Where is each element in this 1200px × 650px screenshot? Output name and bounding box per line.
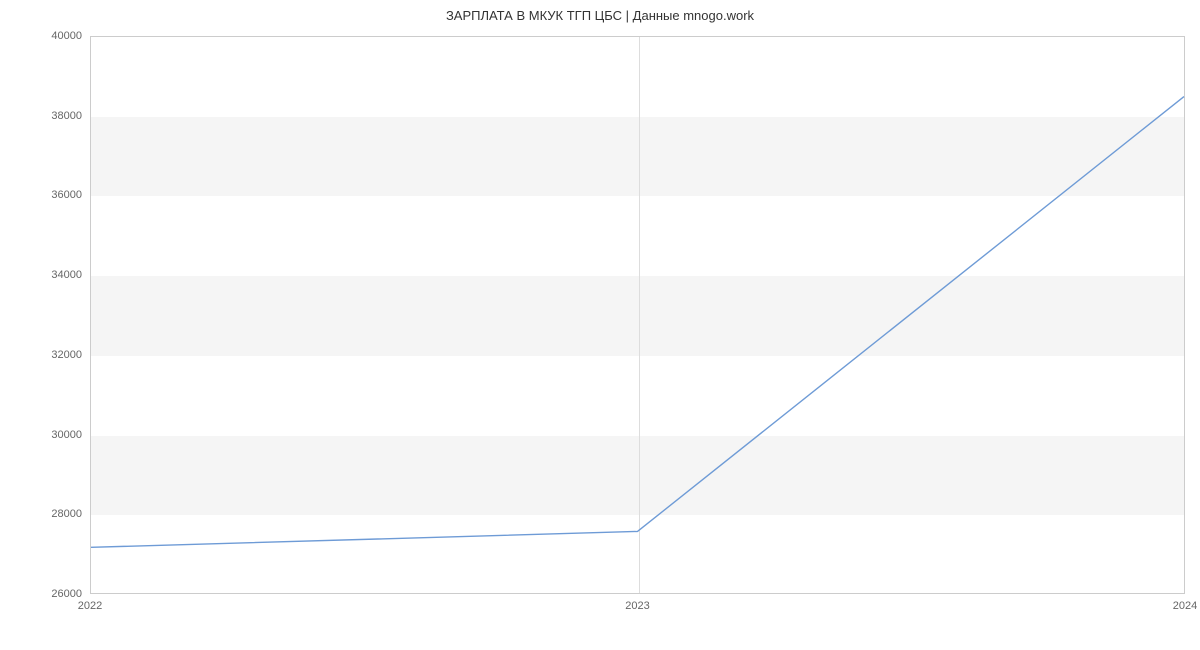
x-tick-label: 2024 xyxy=(1173,600,1197,612)
y-tick-label: 30000 xyxy=(51,429,82,441)
line-series xyxy=(91,37,1184,593)
y-tick-label: 34000 xyxy=(51,269,82,281)
y-tick-label: 36000 xyxy=(51,189,82,201)
plot-area xyxy=(90,36,1185,594)
x-tick-label: 2022 xyxy=(78,600,102,612)
y-tick-label: 26000 xyxy=(51,588,82,600)
x-tick-label: 2023 xyxy=(625,600,649,612)
chart-title: ЗАРПЛАТА В МКУК ТГП ЦБС | Данные mnogo.w… xyxy=(0,8,1200,23)
y-tick-label: 40000 xyxy=(51,30,82,42)
y-tick-label: 28000 xyxy=(51,508,82,520)
salary-chart: ЗАРПЛАТА В МКУК ТГП ЦБС | Данные mnogo.w… xyxy=(0,0,1200,650)
y-tick-label: 32000 xyxy=(51,349,82,361)
y-tick-label: 38000 xyxy=(51,110,82,122)
line-salary xyxy=(91,97,1184,548)
